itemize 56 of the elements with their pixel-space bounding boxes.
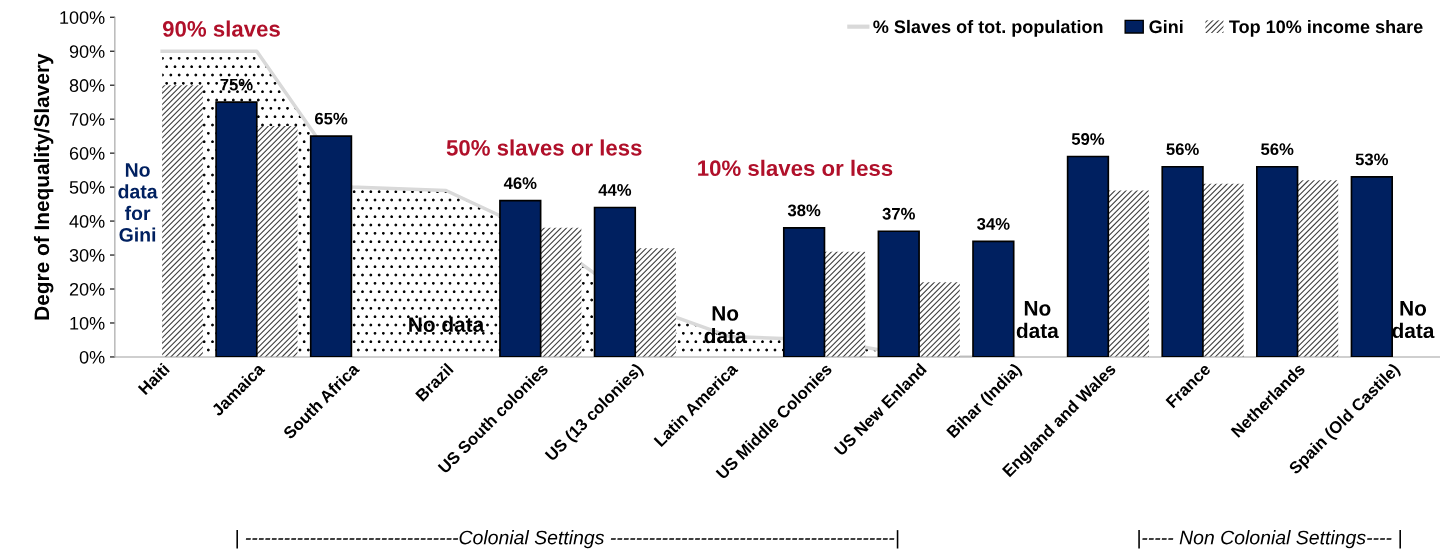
bar — [215, 101, 258, 357]
y-tick-label: 60% — [69, 147, 105, 160]
annotation: No data for Gini — [118, 163, 158, 242]
bar — [877, 230, 920, 357]
text: | ---------------------------------Colonial Settings --------------------------------------------| — [236, 530, 899, 549]
bar — [824, 251, 866, 357]
bar — [593, 206, 637, 357]
bar — [540, 227, 582, 357]
legend-label: % Slaves of tot. population — [873, 19, 1103, 37]
data-label: 56% — [1166, 143, 1199, 156]
data-label: 65% — [314, 112, 348, 125]
bar — [1350, 176, 1393, 357]
bar — [1297, 180, 1339, 357]
bar — [1108, 190, 1149, 357]
y-tick-label: 40% — [69, 215, 105, 228]
annotation: 50% slaves or less — [446, 139, 642, 156]
bar — [635, 248, 676, 357]
y-tick-label: 50% — [69, 181, 105, 194]
y-tick-label: 90% — [69, 45, 105, 58]
data-label: 75% — [220, 78, 253, 91]
data-label: 59% — [1071, 133, 1105, 145]
legend-label: Top 10% income share — [1229, 19, 1423, 37]
y-tick-label: 70% — [69, 113, 105, 126]
bar — [499, 199, 542, 357]
data-label: 53% — [1355, 153, 1389, 166]
y-tick-label: 0% — [79, 350, 105, 364]
y-tick-label: 80% — [69, 79, 105, 92]
bar — [782, 227, 826, 357]
annotation: No data — [704, 306, 747, 344]
bar — [919, 282, 960, 357]
data-label: 34% — [977, 218, 1010, 230]
bar — [162, 85, 203, 357]
y-axis-title: Degre of Inequality/Slavery — [33, 53, 54, 320]
annotation: No data — [1392, 301, 1435, 339]
y-tick-label: 100% — [60, 11, 105, 24]
annotation: 10% slaves or less — [698, 159, 893, 177]
annotation: No data — [1016, 301, 1059, 339]
data-label: 46% — [503, 177, 537, 190]
bar — [1256, 165, 1299, 357]
annotation: 90% slaves — [162, 20, 280, 37]
data-label: 37% — [882, 207, 915, 220]
data-label: 44% — [598, 184, 632, 196]
y-tick-label: 30% — [69, 248, 105, 262]
data-label: 56% — [1261, 143, 1294, 156]
y-tick-label: 10% — [70, 316, 105, 330]
bar — [972, 240, 1015, 357]
annotation: No data — [409, 316, 485, 332]
data-label: 38% — [787, 204, 821, 217]
y-tick-label: 20% — [69, 282, 105, 296]
bar — [1066, 155, 1110, 357]
bar — [1161, 165, 1204, 357]
text: |----- Non Colonial Settings---- | — [1138, 530, 1401, 549]
bar — [309, 135, 353, 357]
bar — [1202, 183, 1244, 357]
bar — [256, 125, 298, 357]
legend-label: Gini — [1149, 19, 1183, 34]
